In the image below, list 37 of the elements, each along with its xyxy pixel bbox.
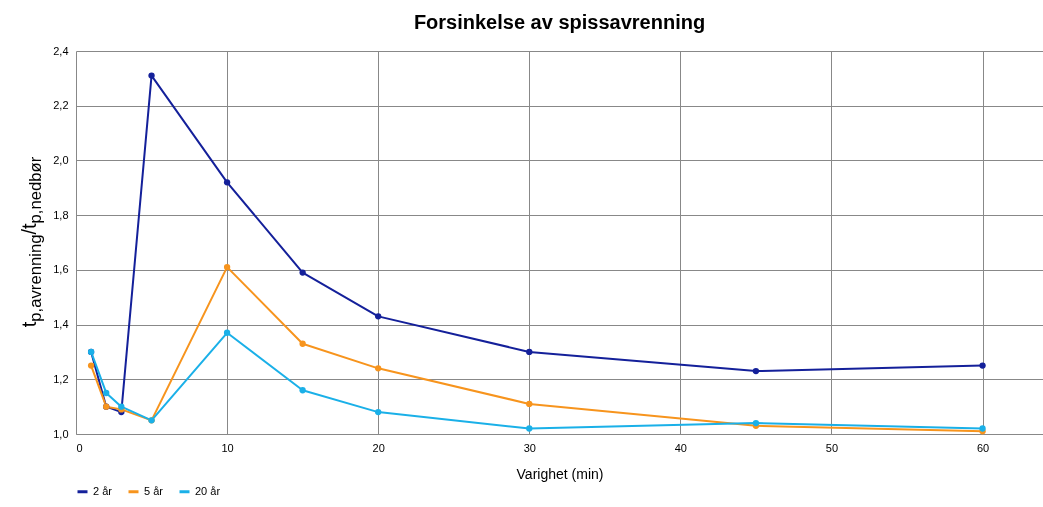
x-tick-label: 30 [523,441,536,454]
legend-label: 2 år [93,484,113,497]
x-tick-label: 40 [674,441,687,454]
y-tick-label: 1,4 [53,318,69,331]
point [223,263,231,271]
point [103,389,110,397]
point [148,72,155,79]
point [299,387,306,394]
chart-title: Forsinkelse av spissavrenning [413,11,706,33]
point [979,362,986,369]
y-tick-label: 1,2 [53,372,69,385]
x-tick-label: 50 [825,441,839,454]
y-tick-label: 2,4 [53,44,69,57]
y-tick-label: 2,2 [53,99,69,112]
y-tick-label: 1,8 [53,208,69,221]
y-tick-label: 2,0 [53,153,69,166]
point [526,348,533,356]
point [299,340,306,347]
x-tick-label: 10 [221,441,234,454]
x-tick-label: 60 [976,441,990,454]
x-tick-label: 0 [76,441,83,454]
point [375,313,382,320]
legend-label: 5 år [144,484,164,497]
point [375,408,382,416]
point [299,269,306,276]
point [752,367,760,375]
y-tick-label: 1,6 [53,263,69,276]
point [526,400,533,408]
point [87,362,95,369]
x-axis-title: Varighet (min) [516,465,604,482]
point [526,425,533,432]
y-tick-label: 1,0 [53,427,69,440]
point [223,179,231,186]
legend-label: 20 år [195,484,221,497]
point [223,329,231,336]
x-tick-label: 20 [372,441,385,454]
point [375,365,382,372]
